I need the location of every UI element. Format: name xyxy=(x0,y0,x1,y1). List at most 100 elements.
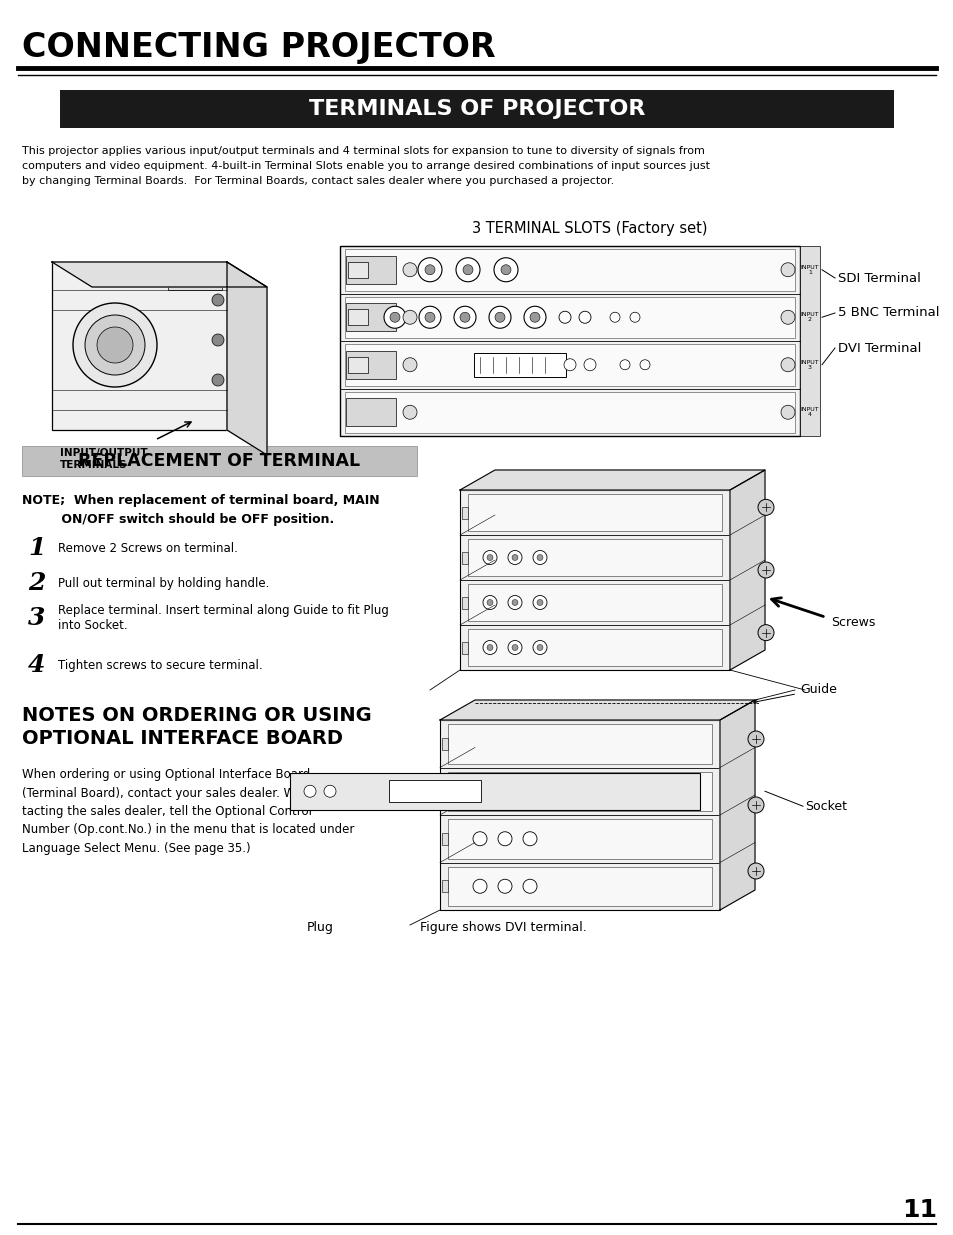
Bar xyxy=(459,490,729,671)
Text: 1: 1 xyxy=(28,536,46,559)
Circle shape xyxy=(473,879,486,893)
Text: INPUT/OUTPUT
TERMINALS: INPUT/OUTPUT TERMINALS xyxy=(60,448,148,469)
Text: Replace terminal. Insert terminal along Guide to fit Plug
into Socket.: Replace terminal. Insert terminal along … xyxy=(58,604,389,632)
Circle shape xyxy=(402,263,416,277)
Circle shape xyxy=(619,359,629,369)
Text: 3: 3 xyxy=(28,606,46,630)
Circle shape xyxy=(500,264,511,274)
Text: CONNECTING PROJECTOR: CONNECTING PROJECTOR xyxy=(22,32,496,64)
Bar xyxy=(441,881,448,892)
Circle shape xyxy=(462,264,473,274)
Text: Remove 2 Screws on terminal.: Remove 2 Screws on terminal. xyxy=(58,541,237,555)
Circle shape xyxy=(747,731,763,747)
Circle shape xyxy=(212,294,224,306)
Bar xyxy=(348,262,368,278)
Circle shape xyxy=(530,312,539,322)
Circle shape xyxy=(324,785,335,798)
Circle shape xyxy=(629,312,639,322)
Circle shape xyxy=(578,311,590,324)
Circle shape xyxy=(304,785,315,798)
Text: Socket: Socket xyxy=(804,800,846,813)
Polygon shape xyxy=(459,471,764,490)
Bar xyxy=(468,584,721,621)
Circle shape xyxy=(533,551,546,564)
Circle shape xyxy=(537,555,542,561)
Circle shape xyxy=(537,645,542,651)
Circle shape xyxy=(402,405,416,419)
Bar xyxy=(439,720,720,910)
Circle shape xyxy=(473,831,486,846)
Bar xyxy=(441,785,448,798)
Bar xyxy=(448,724,711,763)
Circle shape xyxy=(609,312,619,322)
Text: 3 TERMINAL SLOTS (Factory set): 3 TERMINAL SLOTS (Factory set) xyxy=(472,221,707,236)
Bar xyxy=(441,832,448,845)
Bar xyxy=(448,819,711,858)
Circle shape xyxy=(456,258,479,282)
Text: Plug: Plug xyxy=(306,921,334,935)
Circle shape xyxy=(486,555,493,561)
Circle shape xyxy=(454,306,476,329)
Bar xyxy=(346,398,395,426)
Bar xyxy=(468,629,721,666)
Polygon shape xyxy=(720,700,754,910)
Circle shape xyxy=(507,595,521,610)
Circle shape xyxy=(85,315,145,375)
Bar xyxy=(348,309,368,325)
Circle shape xyxy=(402,358,416,372)
Circle shape xyxy=(522,831,537,846)
Circle shape xyxy=(497,879,512,893)
Circle shape xyxy=(482,595,497,610)
Text: 2: 2 xyxy=(28,571,46,595)
Circle shape xyxy=(384,306,406,329)
Circle shape xyxy=(494,258,517,282)
Circle shape xyxy=(512,555,517,561)
Text: Figure shows DVI terminal.: Figure shows DVI terminal. xyxy=(419,921,586,935)
Circle shape xyxy=(459,312,470,322)
Bar xyxy=(346,256,395,284)
Circle shape xyxy=(212,374,224,387)
Bar xyxy=(290,773,700,810)
Circle shape xyxy=(758,499,773,515)
Text: 11: 11 xyxy=(902,1198,937,1221)
Text: TERMINALS OF PROJECTOR: TERMINALS OF PROJECTOR xyxy=(309,99,644,119)
Polygon shape xyxy=(227,262,267,454)
Circle shape xyxy=(781,405,794,419)
Circle shape xyxy=(212,333,224,346)
Circle shape xyxy=(486,599,493,605)
Bar xyxy=(345,249,794,290)
FancyBboxPatch shape xyxy=(474,353,565,377)
Bar xyxy=(345,345,794,385)
Circle shape xyxy=(482,551,497,564)
Circle shape xyxy=(507,641,521,655)
Text: When ordering or using Optional Interface Board
(Terminal Board), contact your s: When ordering or using Optional Interfac… xyxy=(22,768,354,855)
Text: SDI Terminal: SDI Terminal xyxy=(837,272,920,284)
FancyBboxPatch shape xyxy=(389,781,480,803)
Bar xyxy=(22,446,416,475)
Text: REPLACEMENT OF TERMINAL: REPLACEMENT OF TERMINAL xyxy=(78,452,359,471)
Circle shape xyxy=(533,595,546,610)
Text: INPUT
3: INPUT 3 xyxy=(800,359,819,370)
Circle shape xyxy=(747,797,763,813)
Circle shape xyxy=(781,358,794,372)
Bar xyxy=(168,270,222,290)
Circle shape xyxy=(495,312,504,322)
Circle shape xyxy=(97,327,132,363)
Bar xyxy=(461,597,468,609)
Circle shape xyxy=(497,784,512,798)
Bar xyxy=(346,351,395,379)
Circle shape xyxy=(390,312,399,322)
Circle shape xyxy=(424,264,435,274)
Text: This projector applies various input/output terminals and 4 terminal slots for e: This projector applies various input/out… xyxy=(22,146,709,185)
Bar xyxy=(441,737,448,750)
Circle shape xyxy=(537,599,542,605)
Text: 5 BNC Terminal: 5 BNC Terminal xyxy=(837,306,939,320)
Text: Pull out terminal by holding handle.: Pull out terminal by holding handle. xyxy=(58,577,269,589)
Circle shape xyxy=(781,310,794,325)
Circle shape xyxy=(758,625,773,641)
Circle shape xyxy=(512,645,517,651)
Bar xyxy=(461,641,468,653)
Circle shape xyxy=(747,863,763,879)
Bar xyxy=(468,494,721,531)
Bar xyxy=(461,552,468,563)
